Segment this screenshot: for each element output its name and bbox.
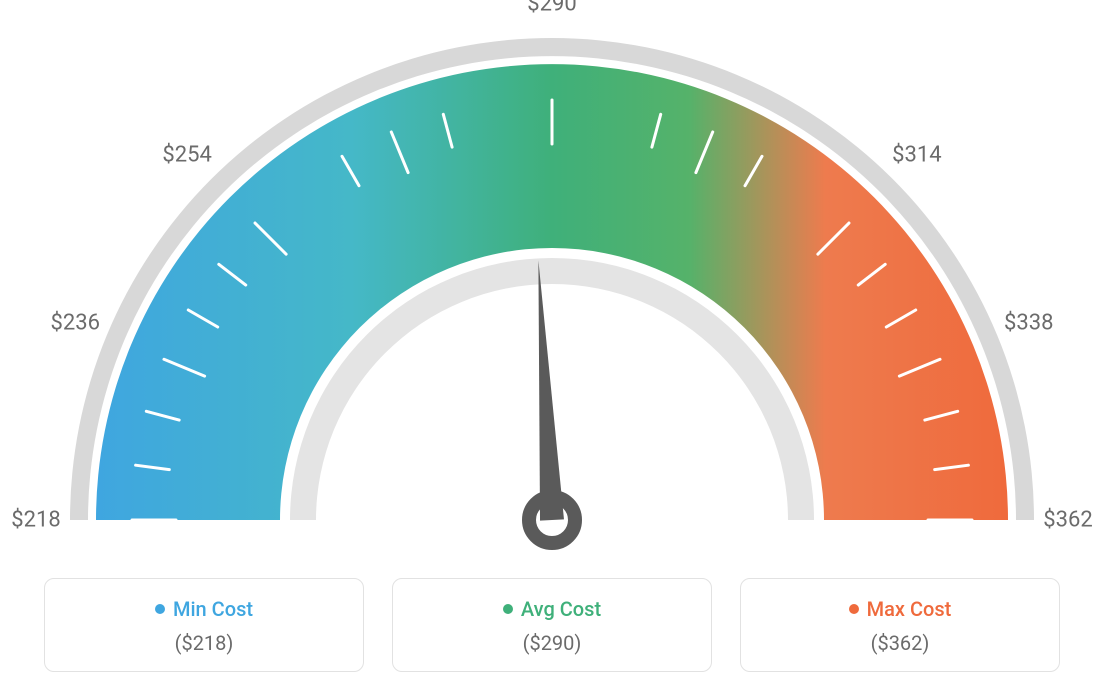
gauge-svg	[0, 0, 1104, 560]
gauge-tick-label: $314	[892, 143, 941, 168]
gauge-tick-label: $290	[527, 0, 576, 17]
gauge-tick-label: $218	[11, 508, 60, 533]
legend-value-max: ($362)	[741, 631, 1059, 655]
legend-dot-avg	[503, 604, 513, 614]
legend-value-avg: ($290)	[393, 631, 711, 655]
gauge-chart: $218 $236 $254 $290 $314 $338 $362	[0, 0, 1104, 560]
legend-label-min: Min Cost	[173, 597, 253, 621]
legend-label-avg: Avg Cost	[521, 597, 601, 621]
legend-value-min: ($218)	[45, 631, 363, 655]
gauge-tick-label: $362	[1043, 508, 1092, 533]
legend-row: Min Cost ($218) Avg Cost ($290) Max Cost…	[0, 578, 1104, 672]
gauge-tick-label: $338	[1004, 310, 1053, 335]
legend-label-max: Max Cost	[867, 597, 952, 621]
legend-card-avg: Avg Cost ($290)	[392, 578, 712, 672]
gauge-tick-label: $254	[162, 143, 211, 168]
gauge-tick-label: $236	[51, 310, 100, 335]
legend-title-avg: Avg Cost	[503, 597, 601, 621]
legend-title-max: Max Cost	[849, 597, 952, 621]
legend-title-min: Min Cost	[155, 597, 253, 621]
legend-card-max: Max Cost ($362)	[740, 578, 1060, 672]
legend-card-min: Min Cost ($218)	[44, 578, 364, 672]
legend-dot-min	[155, 604, 165, 614]
legend-dot-max	[849, 604, 859, 614]
